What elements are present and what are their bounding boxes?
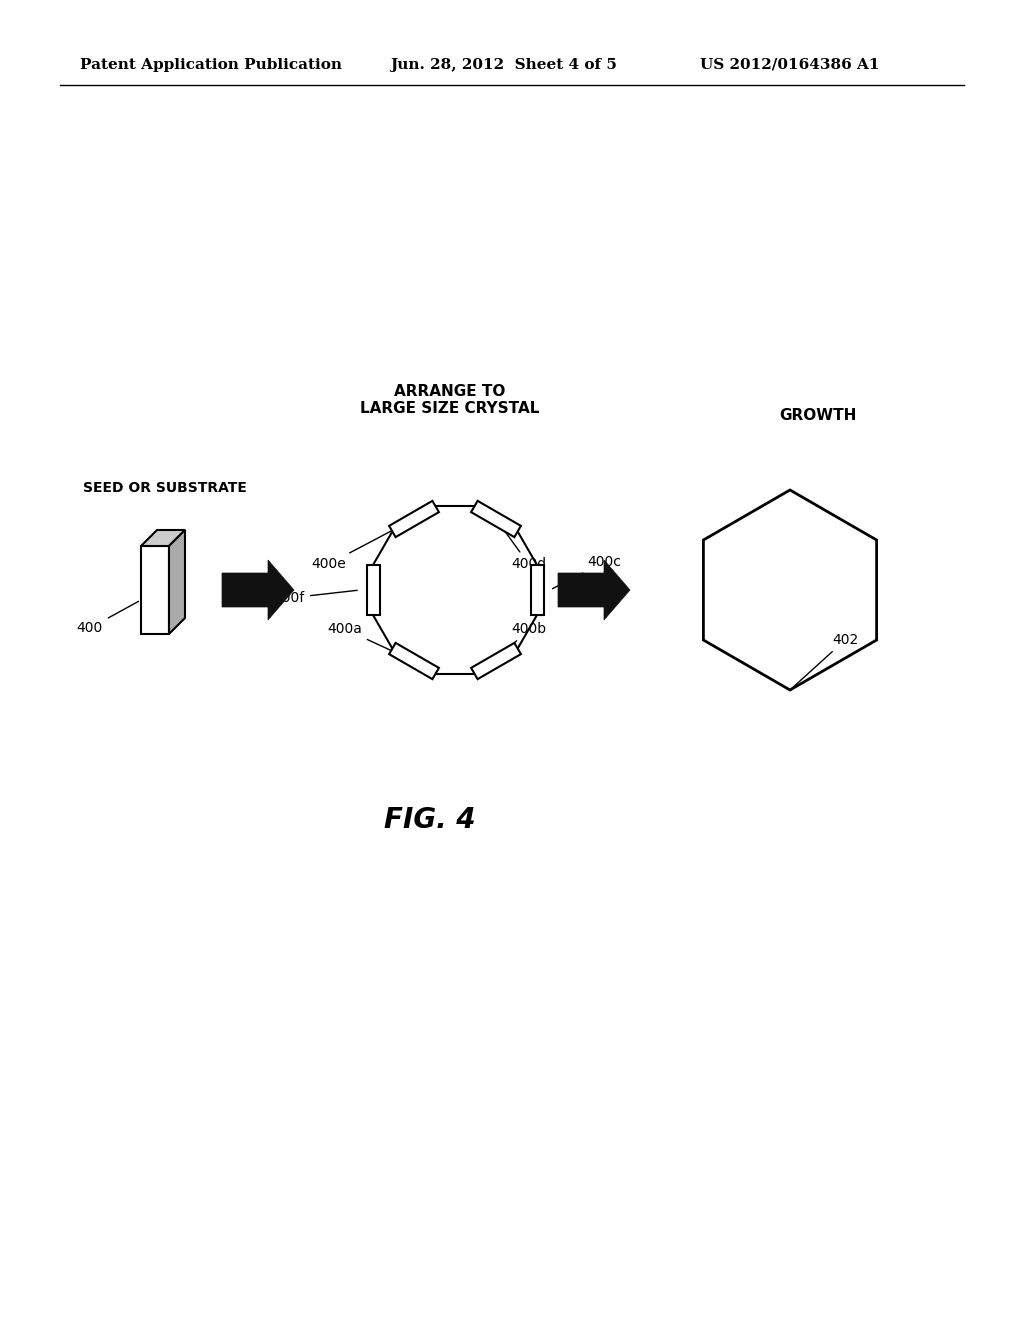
Polygon shape bbox=[389, 643, 439, 680]
Text: 400: 400 bbox=[77, 602, 138, 635]
Polygon shape bbox=[471, 643, 521, 680]
Polygon shape bbox=[389, 500, 439, 537]
Polygon shape bbox=[222, 560, 294, 620]
Text: GROWTH: GROWTH bbox=[779, 408, 857, 422]
Polygon shape bbox=[703, 490, 877, 690]
Text: ARRANGE TO
LARGE SIZE CRYSTAL: ARRANGE TO LARGE SIZE CRYSTAL bbox=[360, 384, 540, 416]
Polygon shape bbox=[471, 500, 521, 537]
Polygon shape bbox=[169, 531, 185, 634]
Text: US 2012/0164386 A1: US 2012/0164386 A1 bbox=[700, 58, 880, 73]
Polygon shape bbox=[141, 546, 169, 634]
Polygon shape bbox=[141, 531, 185, 546]
Polygon shape bbox=[367, 565, 380, 615]
Text: 400c: 400c bbox=[553, 554, 621, 589]
Text: 400b: 400b bbox=[498, 622, 546, 659]
Text: 400d: 400d bbox=[498, 521, 546, 572]
Text: FIG. 4: FIG. 4 bbox=[384, 807, 476, 834]
Text: Patent Application Publication: Patent Application Publication bbox=[80, 58, 342, 73]
Text: Jun. 28, 2012  Sheet 4 of 5: Jun. 28, 2012 Sheet 4 of 5 bbox=[390, 58, 616, 73]
Text: 400e: 400e bbox=[311, 520, 412, 572]
Text: 400f: 400f bbox=[273, 590, 357, 605]
Text: SEED OR SUBSTRATE: SEED OR SUBSTRATE bbox=[83, 480, 247, 495]
Polygon shape bbox=[530, 565, 544, 615]
Polygon shape bbox=[558, 560, 630, 620]
Text: 400a: 400a bbox=[327, 622, 412, 660]
Text: 402: 402 bbox=[792, 634, 858, 688]
